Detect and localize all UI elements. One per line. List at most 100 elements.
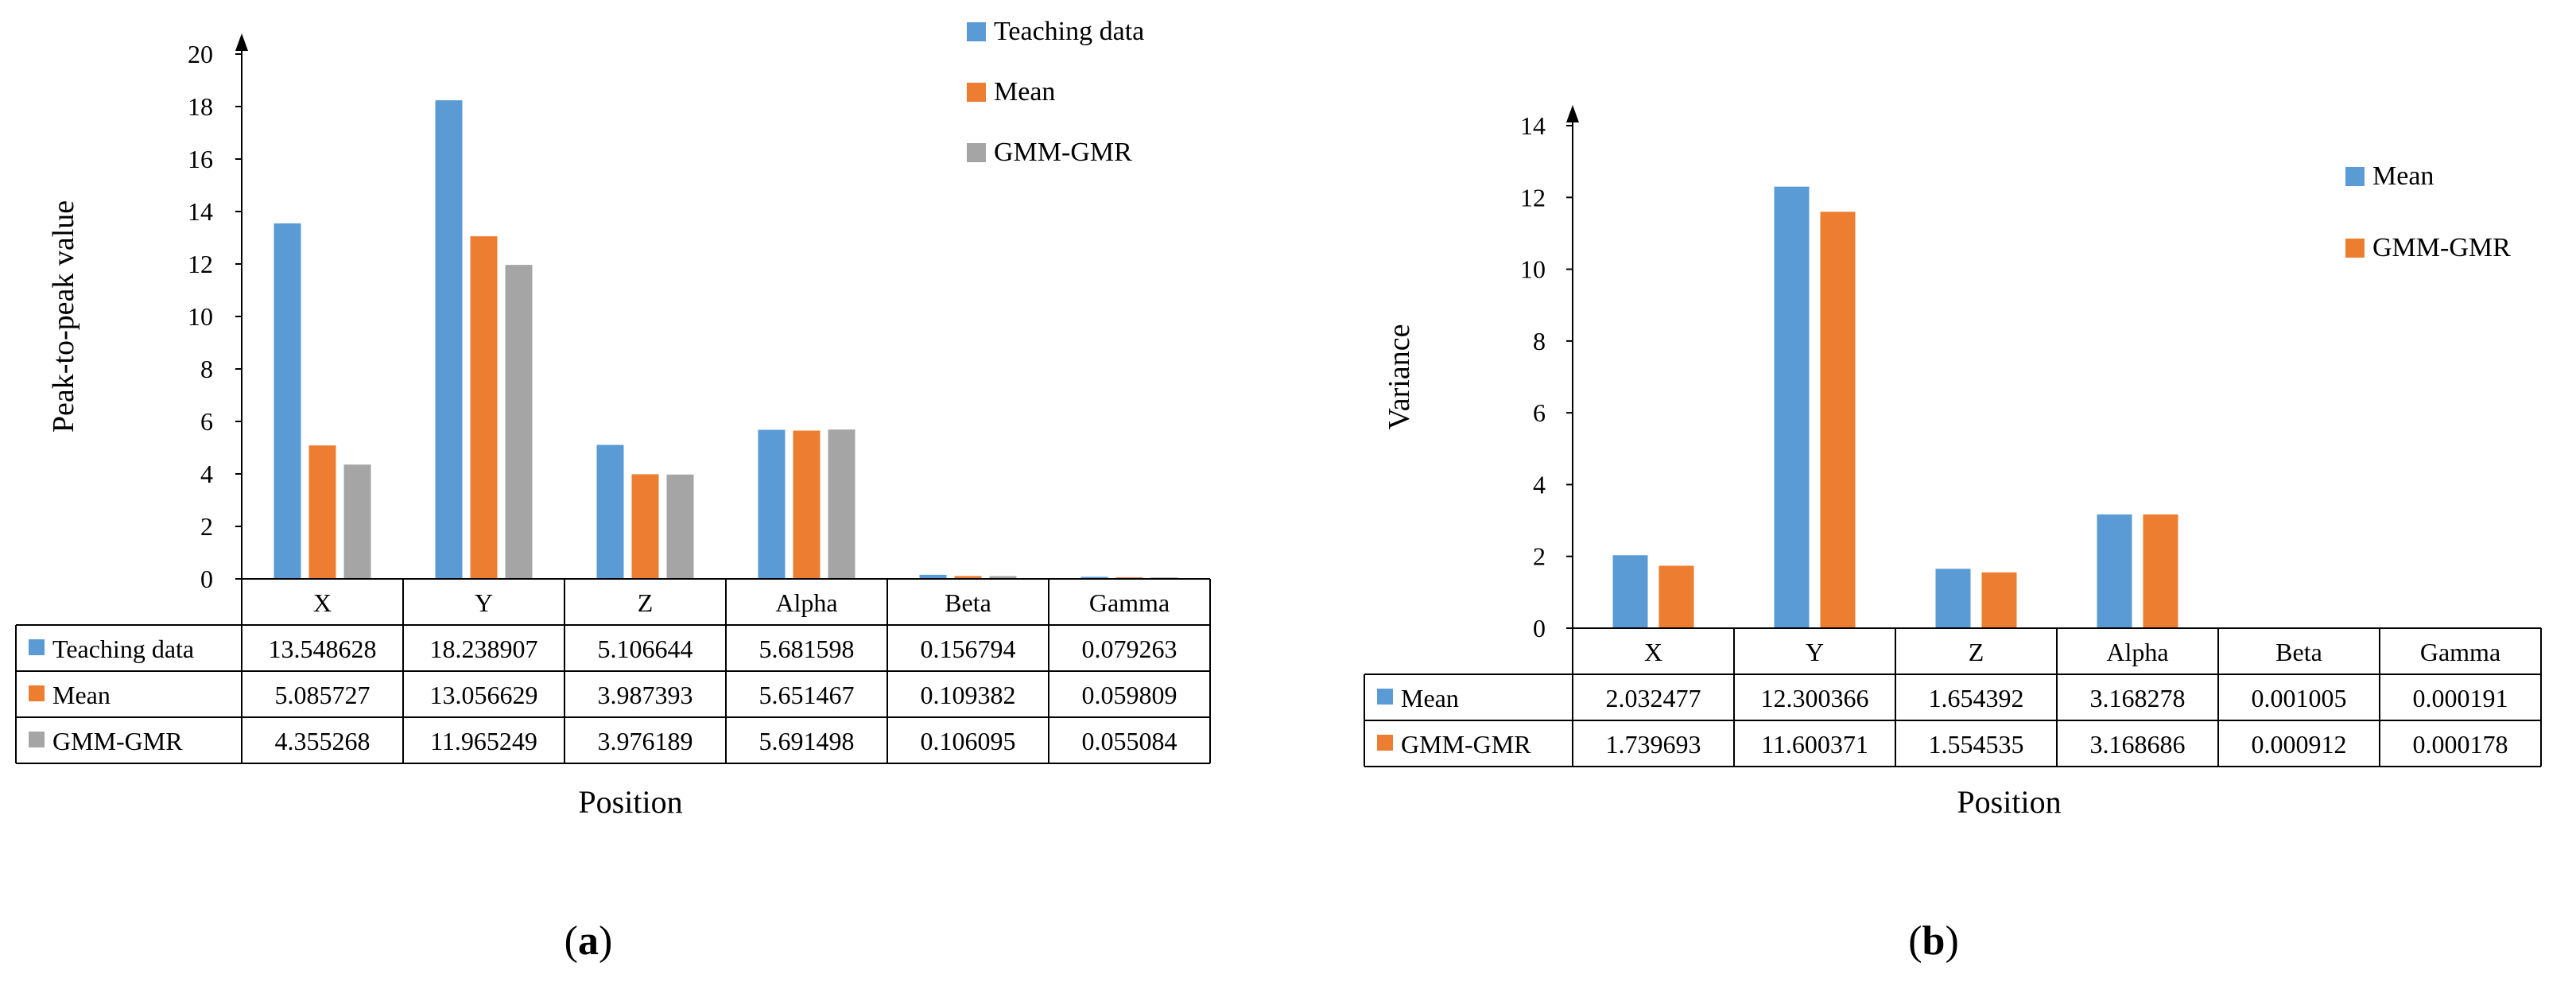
bar-mean-alpha xyxy=(793,430,821,579)
legend-swatch xyxy=(967,143,986,162)
x-category-label: Gamma xyxy=(2420,638,2500,666)
legend-label: GMM-GMR xyxy=(994,138,1132,167)
x-category-label: Alpha xyxy=(2106,638,2168,666)
table-cell-value: 5.681598 xyxy=(759,635,855,663)
bar-gmm-gmr-y xyxy=(505,265,533,579)
bar-teaching-data-beta xyxy=(919,574,947,579)
y-tick-label: 6 xyxy=(200,407,213,436)
x-category-label: Beta xyxy=(945,588,991,617)
bar-gmm-gmr-alpha xyxy=(2143,514,2178,628)
table-cell-value: 13.548628 xyxy=(269,635,377,663)
legend-swatch xyxy=(2345,239,2365,258)
table-legend-key xyxy=(29,639,45,655)
panel-label: (a) xyxy=(564,918,613,964)
bar-mean-x xyxy=(1612,555,1648,628)
legend-swatch xyxy=(2345,167,2365,186)
y-tick-label: 20 xyxy=(188,40,213,68)
y-tick-label: 10 xyxy=(1520,255,1546,284)
legend-label: Mean xyxy=(2372,161,2434,191)
table-legend-key xyxy=(29,685,45,701)
y-axis-label: Peak-to-peak value xyxy=(47,200,80,433)
y-tick-label: 2 xyxy=(200,512,213,541)
bar-teaching-data-y xyxy=(435,100,463,579)
bar-teaching-data-alpha xyxy=(758,429,786,579)
table-cell-value: 0.000191 xyxy=(2413,684,2508,712)
y-axis-arrow xyxy=(235,33,248,51)
legend-swatch xyxy=(967,22,986,41)
y-tick-label: 8 xyxy=(200,355,213,383)
legend-label: GMM-GMR xyxy=(2372,233,2511,262)
y-tick-label: 8 xyxy=(1533,327,1546,355)
bar-mean-z xyxy=(1935,569,1971,628)
table-cell-value: 0.001005 xyxy=(2252,684,2347,712)
table-cell-value: 11.600371 xyxy=(1761,730,1868,759)
bar-mean-beta xyxy=(954,576,982,579)
y-tick-label: 4 xyxy=(200,460,213,488)
y-tick-label: 12 xyxy=(188,250,213,278)
x-axis-label: Position xyxy=(1957,784,2061,820)
x-category-label: Beta xyxy=(2275,638,2322,666)
table-legend-key xyxy=(1377,735,1393,751)
table-series-label: Teaching data xyxy=(52,635,194,663)
table-cell-value: 3.976189 xyxy=(598,727,693,755)
bar-teaching-data-z xyxy=(596,444,624,579)
table-series-label: GMM-GMR xyxy=(52,727,183,755)
chart-panel-b: 0 2 4 6 8 10 12 14 Variance X Y Z Alpha Beta Gamma Mean… xyxy=(1364,105,2542,964)
bar-teaching-data-gamma xyxy=(1080,576,1108,579)
table-cell-value: 5.691498 xyxy=(759,727,855,755)
y-axis-arrow xyxy=(1566,105,1579,122)
table-cell-value: 0.106095 xyxy=(921,727,1016,755)
table-cell-value: 11.965249 xyxy=(430,727,537,755)
x-axis-label: Position xyxy=(578,784,682,820)
x-category-label: Y xyxy=(1806,638,1824,666)
table-legend-key xyxy=(1377,689,1393,705)
bar-gmm-gmr-z xyxy=(666,474,694,579)
legend-label: Mean xyxy=(994,77,1055,107)
bar-mean-y xyxy=(470,236,498,579)
table-cell-value: 1.739693 xyxy=(1606,730,1701,759)
table-cell-value: 1.554535 xyxy=(1929,730,2024,759)
table-cell-value: 0.055084 xyxy=(1082,727,1177,755)
table-cell-value: 5.106644 xyxy=(598,635,693,663)
bar-gmm-gmr-x xyxy=(343,464,371,579)
bar-mean-y xyxy=(1774,186,1810,629)
y-tick-label: 0 xyxy=(200,565,213,593)
table-cell-value: 3.168686 xyxy=(2090,730,2186,759)
panel-letter: a xyxy=(578,918,599,964)
y-axis-label: Variance xyxy=(1383,324,1416,430)
table-cell-value: 0.079263 xyxy=(1082,635,1177,663)
chart-panel-a: 0 2 4 6 8 10 12 14 16 18 20 Peak-to-peak value X Y Z Al… xyxy=(15,17,1211,964)
table-series-label: GMM-GMR xyxy=(1401,730,1531,759)
table-cell-value: 5.085727 xyxy=(275,681,370,709)
x-category-label: Z xyxy=(638,588,654,617)
legend-swatch xyxy=(967,83,986,102)
x-category-label: X xyxy=(1644,638,1662,666)
table-series-label: Mean xyxy=(1401,684,1459,712)
bar-gmm-gmr-alpha xyxy=(828,429,855,579)
y-tick-label: 2 xyxy=(1533,542,1546,571)
table-cell-value: 13.056629 xyxy=(430,681,538,709)
table-cell-value: 0.059809 xyxy=(1082,681,1177,709)
y-tick-label: 18 xyxy=(188,92,213,121)
bar-gmm-gmr-y xyxy=(1820,212,1856,628)
table-cell-value: 0.156794 xyxy=(921,635,1016,663)
bar-mean-z xyxy=(631,474,659,579)
table-cell-value: 0.000912 xyxy=(2252,730,2347,759)
table-series-label: Mean xyxy=(52,681,111,709)
y-tick-label: 14 xyxy=(188,197,213,226)
table-cell-value: 3.987393 xyxy=(598,681,693,709)
bar-gmm-gmr-beta xyxy=(989,576,1017,579)
table-cell-value: 1.654392 xyxy=(1929,684,2024,712)
x-category-label: Z xyxy=(1969,638,1984,666)
panel-label: (b) xyxy=(1908,918,1959,964)
y-tick-label: 14 xyxy=(1520,111,1546,140)
table-legend-key xyxy=(29,732,45,747)
y-tick-label: 12 xyxy=(1520,183,1546,212)
y-tick-label: 0 xyxy=(1533,614,1546,642)
x-category-label: Alpha xyxy=(775,588,837,617)
legend-label: Teaching data xyxy=(994,17,1144,46)
x-category-label: Y xyxy=(475,588,493,617)
bar-gmm-gmr-z xyxy=(1981,572,2017,628)
y-tick-label: 6 xyxy=(1533,398,1546,427)
table-cell-value: 5.651467 xyxy=(759,681,855,709)
